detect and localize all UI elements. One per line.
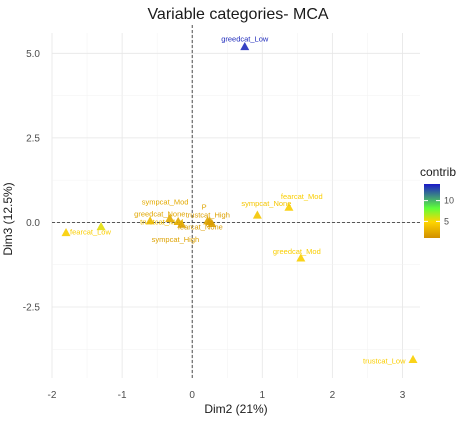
y-tick-label: 5.0 — [26, 49, 40, 60]
legend-title: contrib — [420, 165, 456, 179]
data-point — [252, 210, 262, 219]
point-label: greedcat_Low — [221, 35, 269, 44]
grid — [51, 33, 420, 378]
data-points — [61, 42, 418, 363]
point-label: fearcat_Low — [70, 228, 111, 237]
point-label: sympcat_High — [152, 235, 200, 244]
legend-colorbar — [424, 184, 440, 238]
point-label: fearcat_None — [178, 222, 223, 231]
y-axis-ticks: 5.0 2.5 0.0 -2.5 — [23, 49, 41, 314]
y-tick-label: 2.5 — [26, 133, 40, 144]
x-tick-label: 0 — [189, 390, 195, 401]
data-point — [177, 219, 187, 228]
legend-tick-label: 10 — [444, 196, 454, 206]
x-tick-label: 1 — [260, 390, 266, 401]
point-label: sympcat_Mod — [142, 197, 189, 206]
data-point — [145, 216, 155, 225]
point-label: trustcat_Mod — [140, 218, 183, 227]
data-point — [240, 42, 250, 51]
point-label: greedcat_Mod — [273, 247, 321, 256]
x-tick-label: -2 — [48, 390, 57, 401]
point-label: fearcat_Mod — [281, 192, 323, 201]
data-point — [207, 218, 217, 228]
point-label: trustcat_Low — [363, 356, 406, 365]
legend-tick-label: 5 — [444, 216, 449, 226]
reference-lines — [52, 25, 420, 378]
point-label: greedcat_None — [134, 209, 185, 218]
data-point — [296, 253, 306, 262]
x-tick-label: 2 — [330, 390, 336, 401]
legend-ticks: 5 10 — [424, 196, 454, 226]
x-axis-label: Dim2 (21%) — [204, 402, 267, 416]
y-tick-label: 0.0 — [26, 218, 40, 229]
data-point — [284, 202, 294, 211]
x-axis-ticks: -2 -1 0 1 2 3 — [48, 390, 406, 401]
data-point — [165, 213, 175, 222]
data-point — [408, 354, 418, 363]
x-tick-label: -1 — [118, 390, 127, 401]
point-label: sympcat_None — [241, 199, 291, 208]
data-point — [96, 221, 106, 231]
y-axis-label: Dim3 (12.5%) — [1, 182, 15, 255]
point-label: trustcat_High — [186, 210, 230, 219]
data-point — [61, 228, 71, 237]
color-legend: contrib 5 10 — [420, 165, 456, 238]
chart-title: Variable categories- MCA — [147, 6, 328, 23]
point-label: P — [202, 203, 207, 212]
y-tick-label: -2.5 — [23, 302, 41, 313]
x-tick-label: 3 — [400, 390, 406, 401]
